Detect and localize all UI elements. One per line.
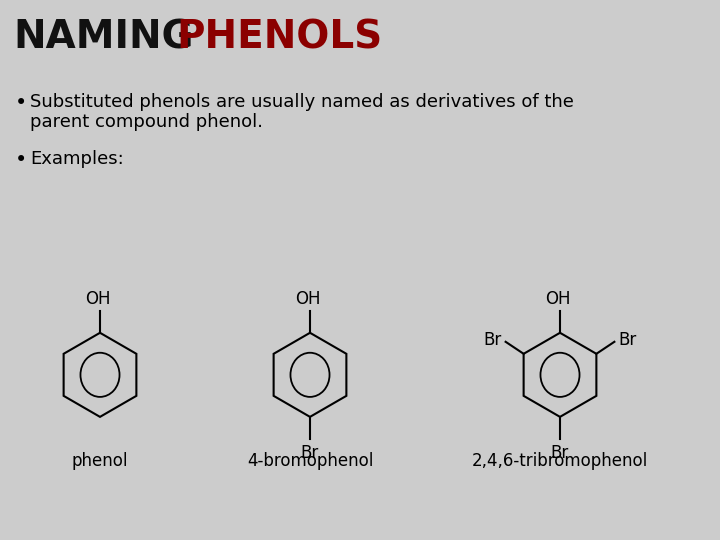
Text: OH: OH [85,290,111,308]
Text: OH: OH [295,290,320,308]
Text: Substituted phenols are usually named as derivatives of the: Substituted phenols are usually named as… [30,92,574,111]
Text: Br: Br [301,444,319,462]
Text: phenol: phenol [72,452,128,470]
Text: Br: Br [551,444,569,462]
Text: •: • [15,150,27,170]
Text: Br: Br [618,331,636,349]
Text: 4-bromophenol: 4-bromophenol [247,452,373,470]
Text: 2,4,6-tribromophenol: 2,4,6-tribromophenol [472,452,648,470]
Text: parent compound phenol.: parent compound phenol. [30,112,263,131]
Text: •: • [15,92,27,112]
Text: Br: Br [483,331,502,349]
Text: NAMING: NAMING [13,18,194,56]
Text: PHENOLS: PHENOLS [176,18,382,56]
Text: Examples:: Examples: [30,150,124,167]
Text: OH: OH [545,290,571,308]
